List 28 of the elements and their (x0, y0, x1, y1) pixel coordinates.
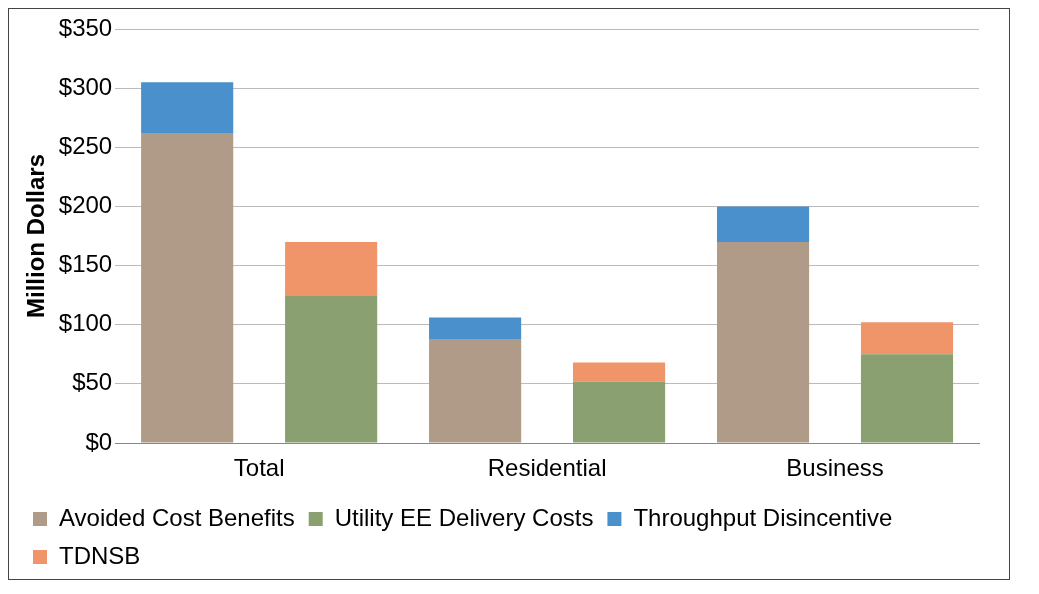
legend-label: Avoided Cost Benefits (59, 503, 295, 531)
y-tick-label: $150 (58, 250, 113, 278)
bar (573, 381, 666, 443)
bar (141, 82, 234, 134)
bar (716, 241, 810, 443)
bar (716, 206, 810, 242)
y-tick-label: $250 (58, 131, 113, 159)
bar (429, 338, 522, 443)
bar (573, 362, 666, 382)
y-tick-label: $350 (58, 13, 113, 41)
legend-label: Utility EE Delivery Costs (334, 503, 594, 531)
bar (860, 322, 954, 355)
x-tick-label: Business (786, 453, 884, 481)
y-tick-label: $300 (58, 72, 113, 100)
x-tick-label: Residential (487, 453, 607, 481)
y-tick-label: $50 (72, 368, 113, 396)
bar (141, 133, 234, 443)
bar (285, 241, 378, 296)
bar (429, 317, 522, 339)
y-tick-label: $100 (58, 309, 113, 337)
bar (285, 295, 378, 443)
legend-label: Throughput Disincentive (633, 503, 893, 531)
legend-label: TDNSB (59, 541, 141, 569)
y-tick-label: $0 (85, 427, 113, 455)
bar (860, 354, 954, 443)
y-tick-label: $200 (58, 191, 113, 219)
y-axis-title: Million Dollars (22, 153, 50, 319)
x-tick-label: Total (233, 453, 285, 481)
